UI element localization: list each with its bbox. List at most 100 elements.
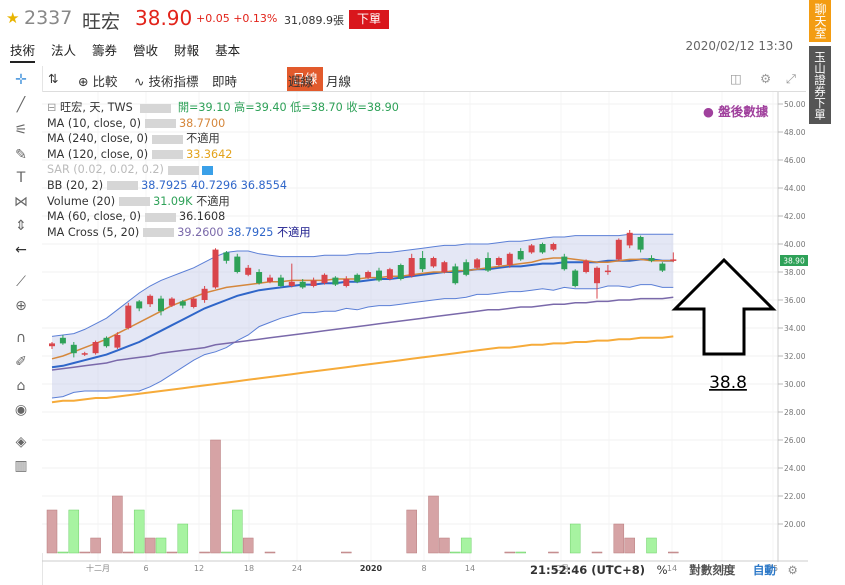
legend-controls[interactable] <box>145 119 176 129</box>
main-tabs: 技術 法人 籌券 營收 財報 基本 <box>10 40 256 63</box>
legend-bb-lower: 36.8554 <box>240 178 288 192</box>
x-tick-label: 18 <box>244 564 254 573</box>
candle-body <box>59 337 66 344</box>
candle-body <box>70 344 77 354</box>
candle-body <box>550 244 557 250</box>
legend-ma240: MA (240, close, 0) 不適用 <box>47 131 399 147</box>
chat-room-button[interactable]: 聊天室 <box>809 0 831 42</box>
broker-order-button[interactable]: 玉山證券下單 <box>809 46 831 124</box>
legend-controls[interactable] <box>107 181 139 191</box>
log-scale-toggle[interactable]: 對數刻度 <box>689 563 736 577</box>
tab-margin[interactable]: 籌券 <box>92 43 118 58</box>
legend-macross-label: MA Cross (5, 20) <box>47 225 140 239</box>
auto-scale-toggle[interactable]: 自動 <box>752 563 776 577</box>
candle-body <box>485 258 491 271</box>
legend-controls[interactable] <box>152 150 184 160</box>
text-icon[interactable]: T <box>16 170 26 186</box>
back-arrow-icon[interactable]: ← <box>15 242 27 258</box>
price-chart[interactable]: 50.00 48.00 46.00 44.00 42.00 40.00 38.00 36.00… <box>42 92 808 582</box>
x-tick-label: 14 <box>465 564 475 573</box>
volume-bar <box>624 537 635 554</box>
candle-body <box>179 301 186 306</box>
x-tick-label: 24 <box>292 564 302 573</box>
tab-technical[interactable]: 技術 <box>10 40 36 63</box>
volume-bar <box>504 551 516 554</box>
legend-ma60-value: 36.1608 <box>179 210 226 224</box>
candle-body <box>277 277 284 286</box>
tf-monthly[interactable]: 月線 <box>326 74 352 89</box>
tf-realtime[interactable]: 即時 <box>212 74 238 89</box>
volume-bar <box>428 495 439 554</box>
legend-close: 收=38.90 <box>346 101 399 114</box>
volume-bar <box>133 509 145 554</box>
lock-icon[interactable]: ⌂ <box>16 378 26 394</box>
y-tick-label: 34.00 <box>784 324 806 333</box>
trendline-icon[interactable]: ╱ <box>16 97 26 113</box>
tf-daily[interactable]: 日線 <box>287 67 323 91</box>
candle-body <box>288 281 295 286</box>
star-icon[interactable]: ★ <box>6 9 20 27</box>
datetime: 2020/02/12 13:30 <box>685 39 793 53</box>
legend-controls[interactable] <box>140 103 172 113</box>
tf-weekly[interactable]: 週線 <box>288 74 314 89</box>
legend-controls[interactable] <box>167 165 199 175</box>
compare-button[interactable]: ⊕ 比較 <box>78 74 118 89</box>
after-hours-label[interactable]: ● 盤後數據 <box>703 104 769 119</box>
volume-bar <box>591 551 603 554</box>
legend-title: 旺宏, 天, TWS <box>59 101 133 114</box>
candle-style-icon[interactable]: ⇅ <box>48 71 59 86</box>
measure-icon[interactable]: ⇕ <box>15 218 27 234</box>
volume-bar <box>68 509 80 554</box>
tab-revenue[interactable]: 營收 <box>133 43 159 58</box>
layers-icon[interactable]: ◈ <box>15 434 27 450</box>
tab-institutional[interactable]: 法人 <box>51 43 77 58</box>
camera-icon[interactable]: ◫ <box>730 71 742 86</box>
legend-controls[interactable] <box>145 212 176 222</box>
tab-basic[interactable]: 基本 <box>215 43 241 58</box>
candle-body <box>604 270 611 273</box>
trade-volume: 31,089.9張 <box>284 14 344 27</box>
candle-body <box>223 252 230 261</box>
candle-body <box>136 301 143 309</box>
volume-bar <box>460 537 472 554</box>
pattern-icon[interactable]: ⋈ <box>14 194 28 210</box>
volume-bar <box>123 551 134 554</box>
candle-body <box>659 263 666 271</box>
candle-body <box>430 258 437 267</box>
candle-body <box>561 256 568 270</box>
candle-body <box>517 251 524 260</box>
crosshair-icon[interactable]: ✛ <box>15 72 27 88</box>
legend-controls[interactable] <box>152 134 184 144</box>
bollinger-upper-line <box>51 233 674 337</box>
after-hours-text: 盤後數據 <box>718 104 769 119</box>
legend-low: 低=38.70 <box>290 101 343 114</box>
trash-icon[interactable]: ▥ <box>14 458 28 474</box>
lock-drawing-icon[interactable]: ✐ <box>15 354 27 370</box>
percent-toggle[interactable]: % <box>656 563 668 577</box>
eye-icon[interactable] <box>201 165 213 175</box>
zoom-in-icon[interactable]: ⊕ <box>15 298 27 314</box>
candle-body <box>583 260 590 272</box>
x-tick-label: 二月 <box>553 564 569 573</box>
ruler-icon[interactable]: ⟋ <box>16 274 26 290</box>
volume-bar <box>439 537 450 554</box>
fib-icon[interactable]: ⚟ <box>14 122 28 138</box>
y-tick-label: 44.00 <box>784 184 806 193</box>
bollinger-band-fill <box>52 234 674 398</box>
brush-icon[interactable]: ✎ <box>15 147 27 163</box>
fullscreen-icon[interactable]: ⤢ <box>786 71 797 86</box>
drawing-toolbar: ✛ ╱ ⚟ ✎ T ⋈ ⇕ ← ⟋ ⊕ ∩ ✐ ⌂ ◉ ◈ ▥ <box>0 66 43 585</box>
tab-financials[interactable]: 財報 <box>174 43 200 58</box>
indicators-label: 技術指標 <box>148 74 199 89</box>
legend-ma120-label: MA (120, close, 0) <box>47 147 149 161</box>
legend-controls[interactable] <box>143 228 175 238</box>
legend-controls[interactable] <box>119 197 151 207</box>
candle-body <box>528 245 535 253</box>
collapse-icon[interactable]: ⊟ <box>47 101 57 114</box>
settings-icon[interactable]: ⚙ <box>787 563 798 577</box>
gear-icon[interactable]: ⚙ <box>760 71 772 86</box>
eye-icon[interactable]: ◉ <box>14 402 28 418</box>
magnet-icon[interactable]: ∩ <box>15 330 27 346</box>
indicators-button[interactable]: ∿ 技術指標 <box>134 74 199 89</box>
order-button[interactable]: 下單 <box>349 10 389 29</box>
